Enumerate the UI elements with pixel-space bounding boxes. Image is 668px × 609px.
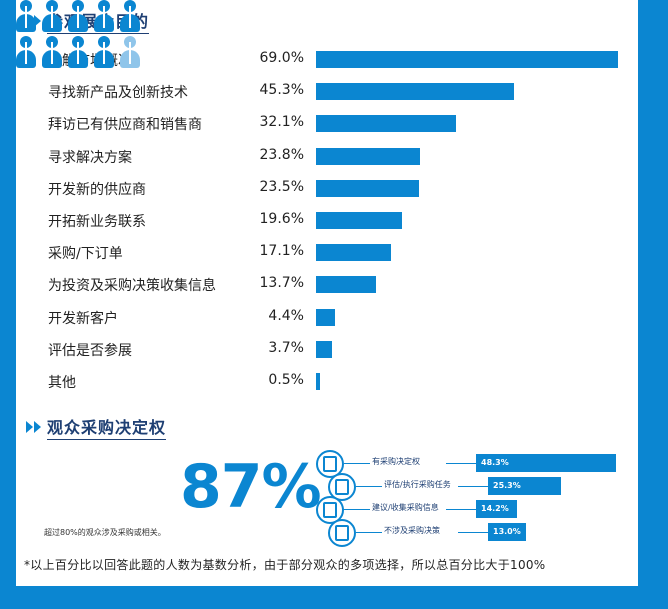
person-icon	[94, 36, 114, 68]
bar	[316, 51, 618, 68]
category-label: 评估是否参展	[48, 342, 132, 359]
value-label: 14.2%	[481, 504, 509, 513]
person-icon	[16, 0, 36, 32]
person-icon	[68, 0, 88, 32]
double-arrow-icon	[26, 421, 41, 433]
big-percentage: 87%	[180, 452, 322, 522]
connector-line	[446, 509, 476, 510]
bar-row: 寻找新产品及创新技术 45.3%	[16, 81, 638, 101]
connector-line	[458, 532, 488, 533]
value-label: 19.6%	[259, 211, 304, 227]
value-label: 45.3%	[259, 82, 304, 99]
value-label: 4.4%	[268, 307, 304, 324]
value-label: 17.1%	[259, 243, 304, 260]
bar	[488, 477, 562, 495]
bar	[476, 454, 616, 472]
bar	[316, 340, 333, 358]
value-label: 48.3%	[481, 458, 509, 467]
category-label: 评估/执行采购任务	[384, 480, 451, 489]
bar-row: 评估是否参展 3.7%	[16, 339, 638, 359]
value-label: 13.0%	[493, 527, 521, 536]
person-icon	[68, 36, 88, 68]
decision-row: 评估/执行采购任务 25.3%	[328, 473, 638, 501]
bar-row: 采购/下订单 17.1%	[16, 242, 638, 262]
category-label: 开发新的供应商	[48, 181, 146, 198]
value-label: 3.7%	[268, 339, 304, 356]
category-label: 采购/下订单	[48, 246, 123, 263]
bar-row: 寻求解决方案 23.8%	[16, 146, 638, 166]
category-label: 寻找新产品及创新技术	[48, 85, 188, 102]
connector-line	[356, 532, 382, 533]
category-label: 开拓新业务联系	[48, 214, 146, 230]
category-label: 拜访已有供应商和销售商	[48, 117, 202, 134]
value-label: 32.1%	[259, 114, 304, 131]
value-label: 23.8%	[259, 146, 304, 163]
bar-row: 开拓新业务联系 19.6%	[16, 210, 638, 230]
value-label: 13.7%	[259, 275, 304, 292]
person-icon	[42, 36, 62, 68]
infographic-card: 参观展会目的 了解市场概况69.0%寻找新产品及创新技术45.3%拜访已有供应商…	[16, 0, 638, 586]
category-label: 有采购决定权	[372, 457, 420, 466]
bar	[316, 373, 320, 390]
footnote: *以上百分比以回答此题的人数为基数分析，由于部分观众的多项选择，所以总百分比大于…	[24, 558, 546, 572]
decision-row: 有采购决定权 48.3%	[316, 450, 626, 478]
category-label: 建议/收集采购信息	[372, 503, 439, 512]
connector-line	[344, 509, 370, 510]
category-label: 其他	[48, 375, 76, 391]
value-label: 69.0%	[259, 50, 304, 66]
value-label: 0.5%	[268, 372, 304, 388]
section-title-decision: 观众采购决定权	[26, 414, 167, 440]
bar	[316, 308, 336, 326]
bar	[488, 523, 526, 541]
decision-row: 建议/收集采购信息 14.2%	[316, 496, 626, 524]
person-icon	[94, 0, 114, 32]
bar	[316, 212, 402, 229]
person-icon	[42, 0, 62, 32]
document-icon	[328, 519, 356, 547]
bar-row: 拜访已有供应商和销售商 32.1%	[16, 113, 638, 133]
connector-line	[458, 486, 488, 487]
category-label: 不涉及采购决策	[384, 526, 440, 535]
bar	[316, 115, 457, 133]
bar	[316, 276, 376, 294]
person-icon	[16, 36, 36, 68]
people-caption: 超过80%的观众涉及采购或相关。	[44, 528, 166, 537]
person-icon	[120, 0, 140, 32]
person-icon	[120, 36, 140, 68]
section-title-text: 观众采购决定权	[47, 414, 167, 440]
document-icon	[328, 473, 356, 501]
bar	[476, 500, 518, 518]
bar-row: 开发新的供应商 23.5%	[16, 178, 638, 198]
category-label: 寻求解决方案	[48, 149, 132, 166]
connector-line	[356, 486, 382, 487]
connector-line	[344, 463, 370, 464]
bar-row: 其他 0.5%	[16, 371, 638, 391]
bar	[316, 244, 391, 262]
bar	[316, 179, 419, 197]
value-label: 25.3%	[493, 481, 521, 490]
bar-row: 开发新客户 4.4%	[16, 307, 638, 327]
category-label: 为投资及采购决策收集信息	[48, 278, 216, 295]
bar	[316, 147, 421, 165]
decision-row: 不涉及采购决策 13.0%	[328, 519, 638, 547]
category-label: 开发新客户	[48, 310, 118, 327]
value-label: 23.5%	[259, 178, 304, 195]
bar	[316, 83, 515, 101]
connector-line	[446, 463, 476, 464]
bar-row: 为投资及采购决策收集信息 13.7%	[16, 274, 638, 294]
